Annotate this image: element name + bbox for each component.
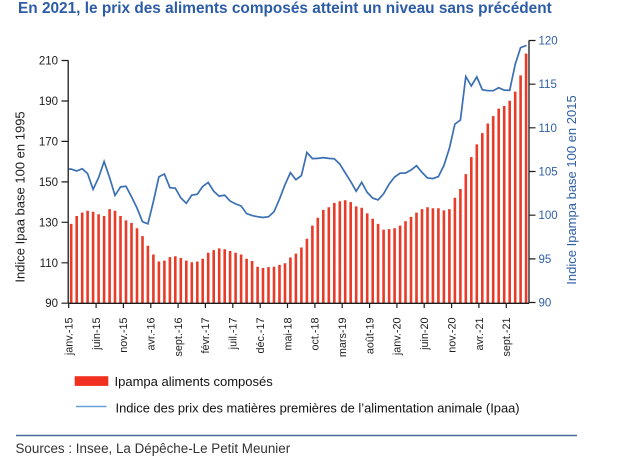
svg-text:Sources : Insee, La Dépêche-Le: Sources : Insee, La Dépêche-Le Petit Meu…: [16, 441, 291, 456]
svg-text:100: 100: [539, 210, 558, 222]
svg-text:110: 110: [539, 123, 557, 135]
svg-text:sept.-16: sept.-16: [173, 318, 185, 357]
svg-text:Ipampa aliments composés: Ipampa aliments composés: [115, 374, 274, 389]
svg-text:juin-20: juin-20: [419, 318, 431, 351]
svg-text:90: 90: [45, 298, 58, 310]
svg-text:Indice Ipaa base 100 en 1995: Indice Ipaa base 100 en 1995: [13, 111, 28, 282]
svg-text:janv.-20: janv.-20: [392, 318, 404, 357]
svg-text:sept.-21: sept.-21: [501, 318, 513, 357]
svg-text:juin-15: juin-15: [91, 318, 103, 351]
svg-text:Indice des prix des matières p: Indice des prix des matières premières d…: [116, 400, 520, 415]
svg-text:oct.-18: oct.-18: [310, 318, 322, 351]
svg-text:Indice Ipampa base 100 en 2015: Indice Ipampa base 100 en 2015: [564, 95, 579, 284]
svg-text:150: 150: [39, 177, 58, 189]
svg-text:mai-18: mai-18: [282, 318, 294, 351]
svg-text:110: 110: [40, 258, 58, 270]
svg-text:210: 210: [39, 56, 58, 68]
svg-text:févr.-17: févr.-17: [200, 318, 212, 354]
svg-text:mars-19: mars-19: [337, 318, 349, 358]
svg-text:nov.-20: nov.-20: [446, 318, 458, 353]
svg-text:avr.-21: avr.-21: [474, 318, 486, 351]
svg-text:130: 130: [39, 217, 58, 229]
svg-text:190: 190: [39, 96, 58, 108]
svg-text:95: 95: [539, 254, 552, 266]
svg-text:170: 170: [39, 136, 58, 148]
svg-text:janv.-15: janv.-15: [64, 318, 76, 357]
svg-text:juil.-17: juil.-17: [228, 318, 240, 351]
svg-text:avr.-16: avr.-16: [146, 318, 158, 351]
svg-text:déc.-17: déc.-17: [255, 318, 267, 354]
svg-text:120: 120: [539, 36, 558, 48]
svg-text:105: 105: [539, 167, 558, 179]
svg-text:115: 115: [539, 79, 557, 91]
svg-text:août-19: août-19: [364, 318, 376, 355]
svg-text:nov.-15: nov.-15: [118, 318, 130, 353]
svg-text:90: 90: [539, 298, 552, 310]
